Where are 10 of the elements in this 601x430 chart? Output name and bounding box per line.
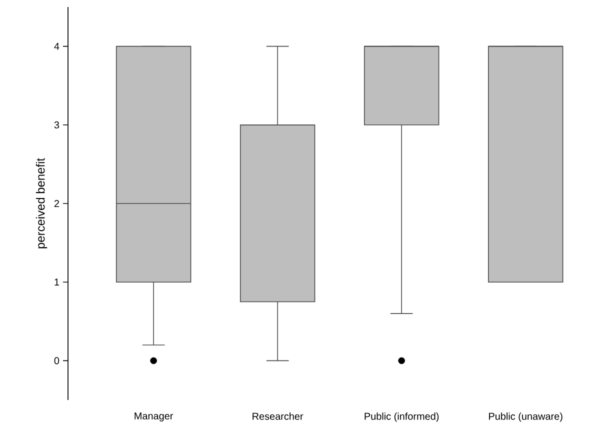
y-axis-title: perceived benefit	[36, 158, 48, 248]
x-tick-label: Public (informed)	[364, 412, 439, 422]
y-tick-label: 0	[54, 357, 60, 364]
y-tick-label: 2	[54, 200, 59, 207]
y-tick-label: 4	[54, 42, 60, 50]
y-tick-label: 1	[54, 278, 59, 286]
y-tick-label: 3	[54, 121, 60, 128]
x-tick-label: Manager	[134, 412, 174, 422]
x-tick-label: Researcher	[252, 412, 304, 420]
x-tick-label: Public (unaware)	[489, 412, 562, 422]
